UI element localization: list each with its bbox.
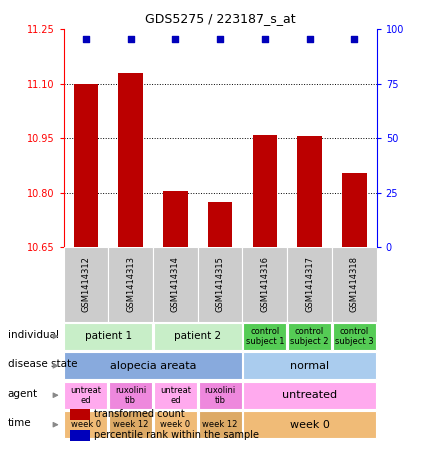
Text: disease state: disease state bbox=[7, 359, 77, 369]
Text: untreat
ed: untreat ed bbox=[160, 386, 191, 405]
Text: GSM1414317: GSM1414317 bbox=[305, 256, 314, 312]
Bar bbox=[342, 173, 367, 247]
Bar bbox=[198, 247, 243, 322]
Bar bbox=[109, 382, 152, 409]
Bar bbox=[244, 352, 376, 379]
Bar bbox=[64, 323, 152, 350]
Point bbox=[127, 35, 134, 42]
Bar bbox=[208, 202, 233, 247]
Text: ruxolini
tib: ruxolini tib bbox=[115, 386, 146, 405]
Text: GSM1414314: GSM1414314 bbox=[171, 256, 180, 312]
Text: percentile rank within the sample: percentile rank within the sample bbox=[94, 430, 259, 440]
Bar bbox=[154, 323, 242, 350]
Bar bbox=[244, 323, 286, 350]
Bar bbox=[297, 136, 322, 247]
Text: patient 2: patient 2 bbox=[174, 331, 221, 342]
Bar bbox=[154, 411, 197, 438]
Bar bbox=[153, 247, 198, 322]
Point bbox=[351, 35, 358, 42]
Text: control
subject 3: control subject 3 bbox=[335, 327, 374, 346]
Bar bbox=[333, 323, 376, 350]
Bar bbox=[332, 247, 377, 322]
Bar bbox=[244, 382, 376, 409]
Text: untreated: untreated bbox=[282, 390, 337, 400]
Bar bbox=[74, 84, 98, 247]
Text: week 0: week 0 bbox=[290, 419, 329, 430]
Text: GSM1414313: GSM1414313 bbox=[126, 256, 135, 312]
Bar bbox=[288, 323, 331, 350]
Point bbox=[261, 35, 268, 42]
Text: patient 1: patient 1 bbox=[85, 331, 132, 342]
Point bbox=[306, 35, 313, 42]
Text: control
subject 2: control subject 2 bbox=[290, 327, 329, 346]
Title: GDS5275 / 223187_s_at: GDS5275 / 223187_s_at bbox=[145, 13, 295, 25]
Bar bbox=[198, 382, 242, 409]
Point bbox=[216, 35, 223, 42]
Point bbox=[82, 35, 89, 42]
Bar bbox=[64, 352, 242, 379]
Bar bbox=[64, 382, 107, 409]
Bar bbox=[163, 191, 187, 247]
Bar bbox=[243, 247, 287, 322]
Bar bbox=[253, 135, 277, 247]
Text: agent: agent bbox=[7, 389, 38, 399]
Bar bbox=[64, 411, 107, 438]
Bar bbox=[108, 247, 153, 322]
Text: week 0: week 0 bbox=[160, 420, 191, 429]
Bar bbox=[109, 411, 152, 438]
Bar bbox=[244, 411, 376, 438]
Text: control
subject 1: control subject 1 bbox=[246, 327, 284, 346]
Bar bbox=[64, 247, 108, 322]
Point bbox=[172, 35, 179, 42]
Bar bbox=[118, 73, 143, 247]
Text: alopecia areata: alopecia areata bbox=[110, 361, 196, 371]
Text: week 0: week 0 bbox=[71, 420, 101, 429]
Bar bbox=[154, 382, 197, 409]
Bar bbox=[70, 409, 90, 420]
Text: GSM1414312: GSM1414312 bbox=[81, 256, 90, 312]
Text: GSM1414318: GSM1414318 bbox=[350, 256, 359, 312]
Bar bbox=[287, 247, 332, 322]
Text: GSM1414315: GSM1414315 bbox=[215, 256, 225, 312]
Text: time: time bbox=[7, 418, 31, 428]
Text: GSM1414316: GSM1414316 bbox=[260, 256, 269, 312]
Text: untreat
ed: untreat ed bbox=[71, 386, 101, 405]
Text: individual: individual bbox=[7, 330, 59, 340]
Text: week 12: week 12 bbox=[113, 420, 148, 429]
Text: week 12: week 12 bbox=[202, 420, 238, 429]
Text: ruxolini
tib: ruxolini tib bbox=[205, 386, 236, 405]
Bar bbox=[198, 411, 242, 438]
Bar bbox=[70, 430, 90, 441]
Text: normal: normal bbox=[290, 361, 329, 371]
Text: transformed count: transformed count bbox=[94, 409, 185, 419]
